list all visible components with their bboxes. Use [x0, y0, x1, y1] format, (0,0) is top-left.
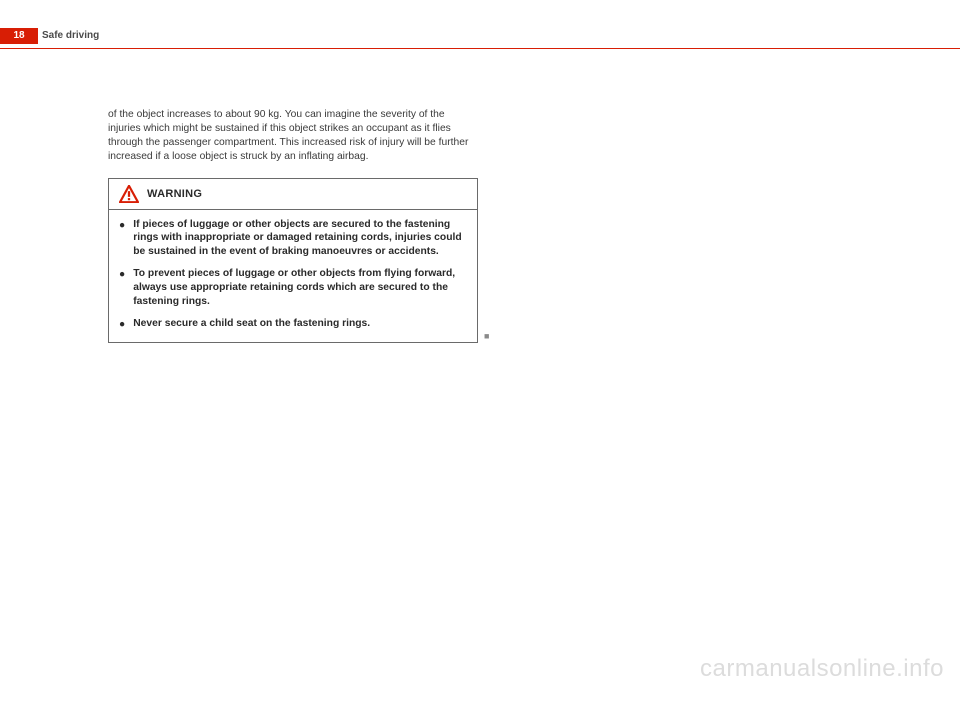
warning-bullet: ● If pieces of luggage or other objects … — [119, 218, 467, 260]
warning-triangle-icon — [119, 185, 139, 203]
section-title: Safe driving — [42, 28, 99, 44]
bullet-dot-icon: ● — [119, 267, 125, 309]
warning-box: WARNING ● If pieces of luggage or other … — [108, 178, 478, 343]
header-rule — [0, 48, 960, 49]
body-paragraph: of the object increases to about 90 kg. … — [108, 108, 478, 164]
warning-bullet: ● Never secure a child seat on the faste… — [119, 317, 467, 332]
warning-bullet: ● To prevent pieces of luggage or other … — [119, 267, 467, 309]
warning-bullet-text: If pieces of luggage or other objects ar… — [133, 218, 467, 260]
warning-bullet-text: Never secure a child seat on the fasteni… — [133, 317, 467, 332]
warning-title: WARNING — [147, 188, 202, 200]
warning-header: WARNING — [109, 179, 477, 210]
warning-bullet-text: To prevent pieces of luggage or other ob… — [133, 267, 467, 309]
bullet-dot-icon: ● — [119, 218, 125, 260]
warning-body: ● If pieces of luggage or other objects … — [109, 210, 477, 342]
page-number-tab: 18 — [0, 28, 38, 44]
page-header: 18 Safe driving — [0, 28, 960, 48]
watermark: carmanualsonline.info — [700, 655, 944, 683]
bullet-dot-icon: ● — [119, 317, 125, 332]
page-number: 18 — [13, 30, 24, 41]
section-end-mark: ■ — [484, 331, 489, 341]
content-column: of the object increases to about 90 kg. … — [108, 108, 478, 343]
